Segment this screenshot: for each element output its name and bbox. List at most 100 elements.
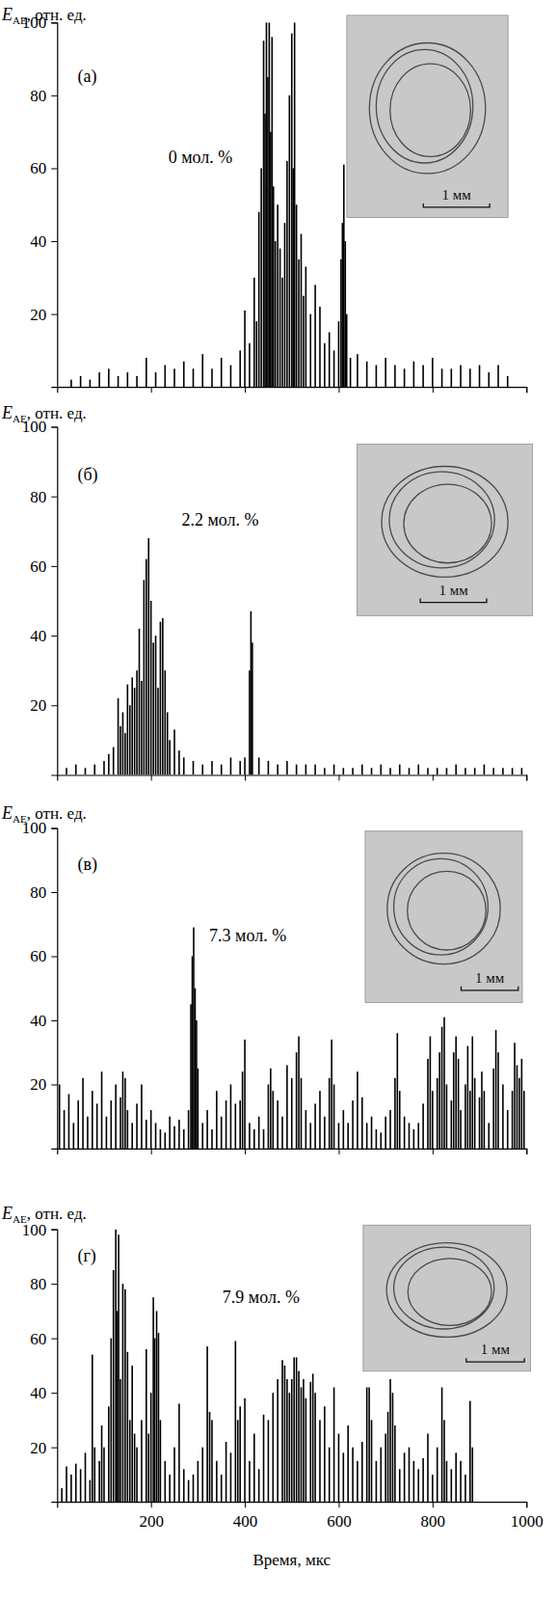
bar <box>471 1035 474 1148</box>
y-tick <box>51 1337 57 1339</box>
bar <box>366 361 369 387</box>
y-axis-line <box>51 827 58 1148</box>
scale-bar <box>466 1356 525 1361</box>
bar <box>129 1418 132 1501</box>
bar <box>265 22 268 387</box>
bar <box>305 1397 308 1501</box>
scale-bar-label: 1 мм <box>442 186 473 203</box>
bar <box>131 676 133 774</box>
x-tick-group <box>526 773 528 780</box>
bar <box>471 1446 474 1502</box>
bar <box>201 764 204 775</box>
x-tick-label: 1000 <box>510 1511 544 1530</box>
bar <box>286 160 289 387</box>
y-axis-line <box>51 1228 58 1502</box>
bar <box>457 1058 460 1148</box>
bar <box>253 277 256 387</box>
bar <box>480 1070 483 1148</box>
inset-ring <box>387 852 501 964</box>
bar <box>368 1386 371 1502</box>
bar <box>497 1051 500 1148</box>
y-tick-group: 60 <box>29 159 57 178</box>
scale-bar-ground <box>437 187 477 203</box>
bar <box>346 1121 349 1148</box>
inset-ring <box>381 466 508 578</box>
bar <box>163 1459 166 1501</box>
bar <box>371 1115 373 1148</box>
bar <box>276 764 279 775</box>
inset-ring <box>389 471 495 568</box>
x-tick-group <box>432 773 434 780</box>
bar <box>521 767 524 774</box>
inset-ring <box>407 1257 492 1325</box>
bar <box>483 764 486 775</box>
bar <box>387 1410 390 1501</box>
bar <box>147 537 150 774</box>
bar <box>271 1089 274 1148</box>
bar <box>192 760 195 774</box>
y-axis-title-unit: , отн. ед. <box>26 5 87 25</box>
y-tick <box>51 954 57 956</box>
bar <box>263 1128 266 1148</box>
bar <box>495 1029 498 1148</box>
bar <box>300 1077 303 1148</box>
bar <box>302 295 305 387</box>
bar <box>454 764 457 775</box>
y-tick <box>51 167 57 169</box>
bar <box>192 1473 195 1501</box>
y-axis-title: EAE, отн. ед. <box>0 802 87 824</box>
bar <box>384 1115 387 1148</box>
x-tick <box>338 1147 340 1154</box>
bar <box>389 767 392 774</box>
bar <box>79 1467 82 1501</box>
bar <box>343 1451 345 1501</box>
x-tick <box>526 386 528 393</box>
bar <box>238 760 241 774</box>
y-tick-group: 20 <box>29 695 57 715</box>
y-tick-group: 80 <box>29 487 57 506</box>
x-axis-line <box>57 1147 528 1154</box>
bar <box>323 767 326 774</box>
bar <box>403 1451 406 1501</box>
bar <box>516 1064 519 1148</box>
bar <box>235 1102 238 1148</box>
x-tick-group <box>244 1147 246 1154</box>
bar <box>379 1131 382 1148</box>
bar <box>183 1128 186 1148</box>
bar <box>140 680 143 774</box>
bar <box>178 1118 181 1148</box>
bar <box>206 1109 209 1148</box>
bar <box>426 1432 429 1502</box>
bar <box>119 1096 122 1148</box>
y-axis: 20406080100 <box>22 417 58 775</box>
x-tick <box>432 1500 434 1507</box>
bar <box>267 1083 270 1147</box>
bar <box>220 357 223 387</box>
bar <box>297 1035 300 1148</box>
bar <box>333 764 336 775</box>
bar <box>225 1440 228 1501</box>
y-tick <box>51 704 57 706</box>
y-axis: 20406080100 <box>22 13 58 387</box>
bar <box>314 764 317 775</box>
bar <box>230 365 233 388</box>
y-axis-title-unit: , отн. ед. <box>26 803 87 823</box>
x-tick <box>244 386 246 393</box>
bar <box>238 1099 241 1148</box>
bar <box>518 1077 521 1148</box>
y-tick <box>51 1019 57 1021</box>
x-tick <box>151 773 153 780</box>
bar <box>511 767 514 774</box>
bar <box>145 357 148 387</box>
bar <box>183 361 186 387</box>
y-axis-title: EAE, отн. ед. <box>0 402 87 425</box>
bar <box>346 1424 349 1501</box>
bar <box>173 729 176 775</box>
bar <box>127 1109 130 1148</box>
bar <box>323 343 326 387</box>
inset-ring <box>394 1246 495 1328</box>
y-tick <box>51 1282 57 1284</box>
bar <box>349 357 352 387</box>
y-tick-label: 20 <box>29 305 47 324</box>
y-tick <box>51 1391 57 1393</box>
